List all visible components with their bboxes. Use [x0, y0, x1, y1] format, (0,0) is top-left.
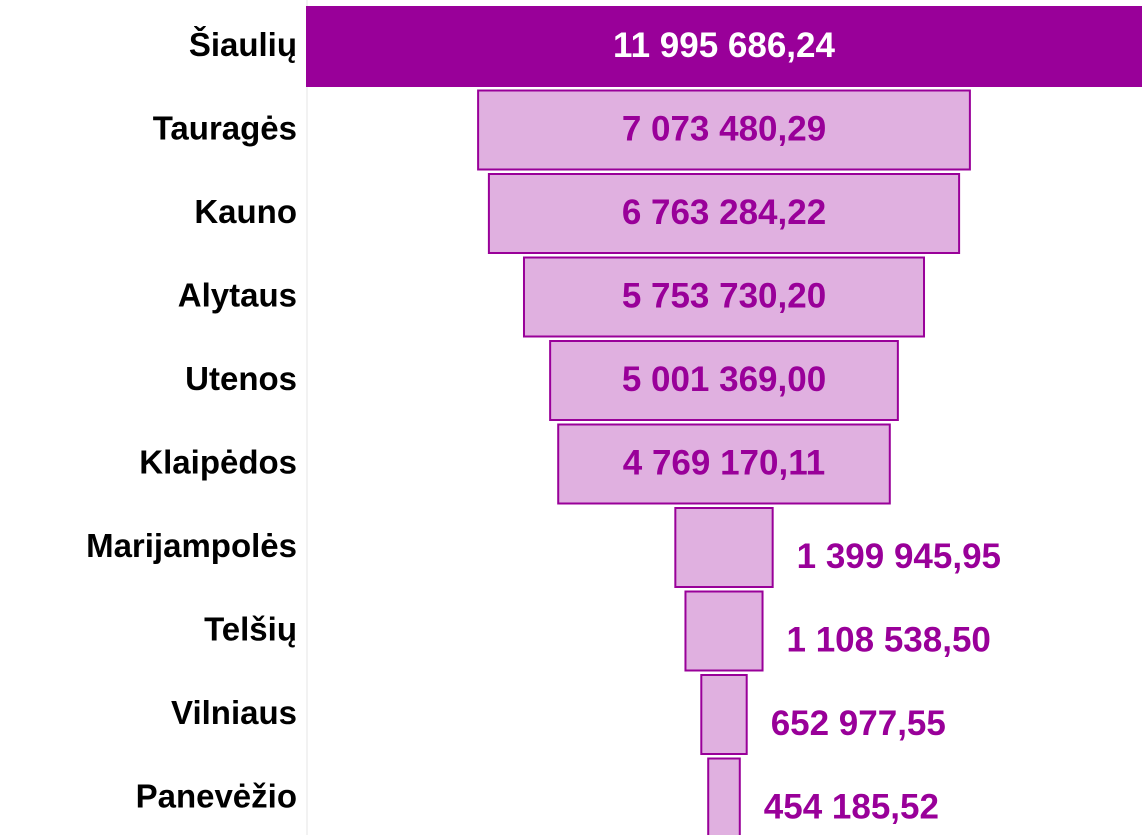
- category-label: Vilniaus: [171, 694, 297, 731]
- category-label: Utenos: [185, 360, 297, 397]
- value-label: 7 073 480,29: [622, 109, 826, 148]
- funnel-bar: [522, 256, 926, 338]
- value-label: 4 769 170,11: [623, 443, 825, 482]
- funnel-bar: [700, 674, 748, 755]
- value-label: 5 001 369,00: [622, 360, 826, 399]
- funnel-bar: [549, 340, 899, 421]
- category-label: Telšių: [204, 611, 297, 648]
- funnel-bar: [306, 6, 1142, 87]
- category-label: Šiaulių: [189, 25, 297, 63]
- funnel-bar: [684, 590, 764, 672]
- funnel-bar: [487, 173, 961, 254]
- funnel-bar: [707, 757, 741, 835]
- value-label: 652 977,55: [771, 704, 946, 743]
- category-label: Kauno: [194, 193, 297, 230]
- category-label: Panevėžio: [136, 778, 297, 815]
- funnel-bar: [477, 89, 971, 171]
- value-label: 1 399 945,95: [797, 537, 1001, 576]
- value-label: 454 185,52: [764, 787, 939, 826]
- category-label: Alytaus: [178, 277, 297, 314]
- value-label: 6 763 284,22: [622, 193, 826, 232]
- category-label: Tauragės: [153, 110, 297, 147]
- value-label: 1 108 538,50: [787, 620, 991, 659]
- value-label: 11 995 686,24: [613, 26, 835, 65]
- category-label: Marijampolės: [86, 527, 297, 564]
- value-label: 5 753 730,20: [622, 276, 826, 315]
- funnel-bar: [674, 507, 774, 588]
- funnel-bar: [557, 423, 891, 505]
- category-label: Klaipėdos: [139, 444, 297, 481]
